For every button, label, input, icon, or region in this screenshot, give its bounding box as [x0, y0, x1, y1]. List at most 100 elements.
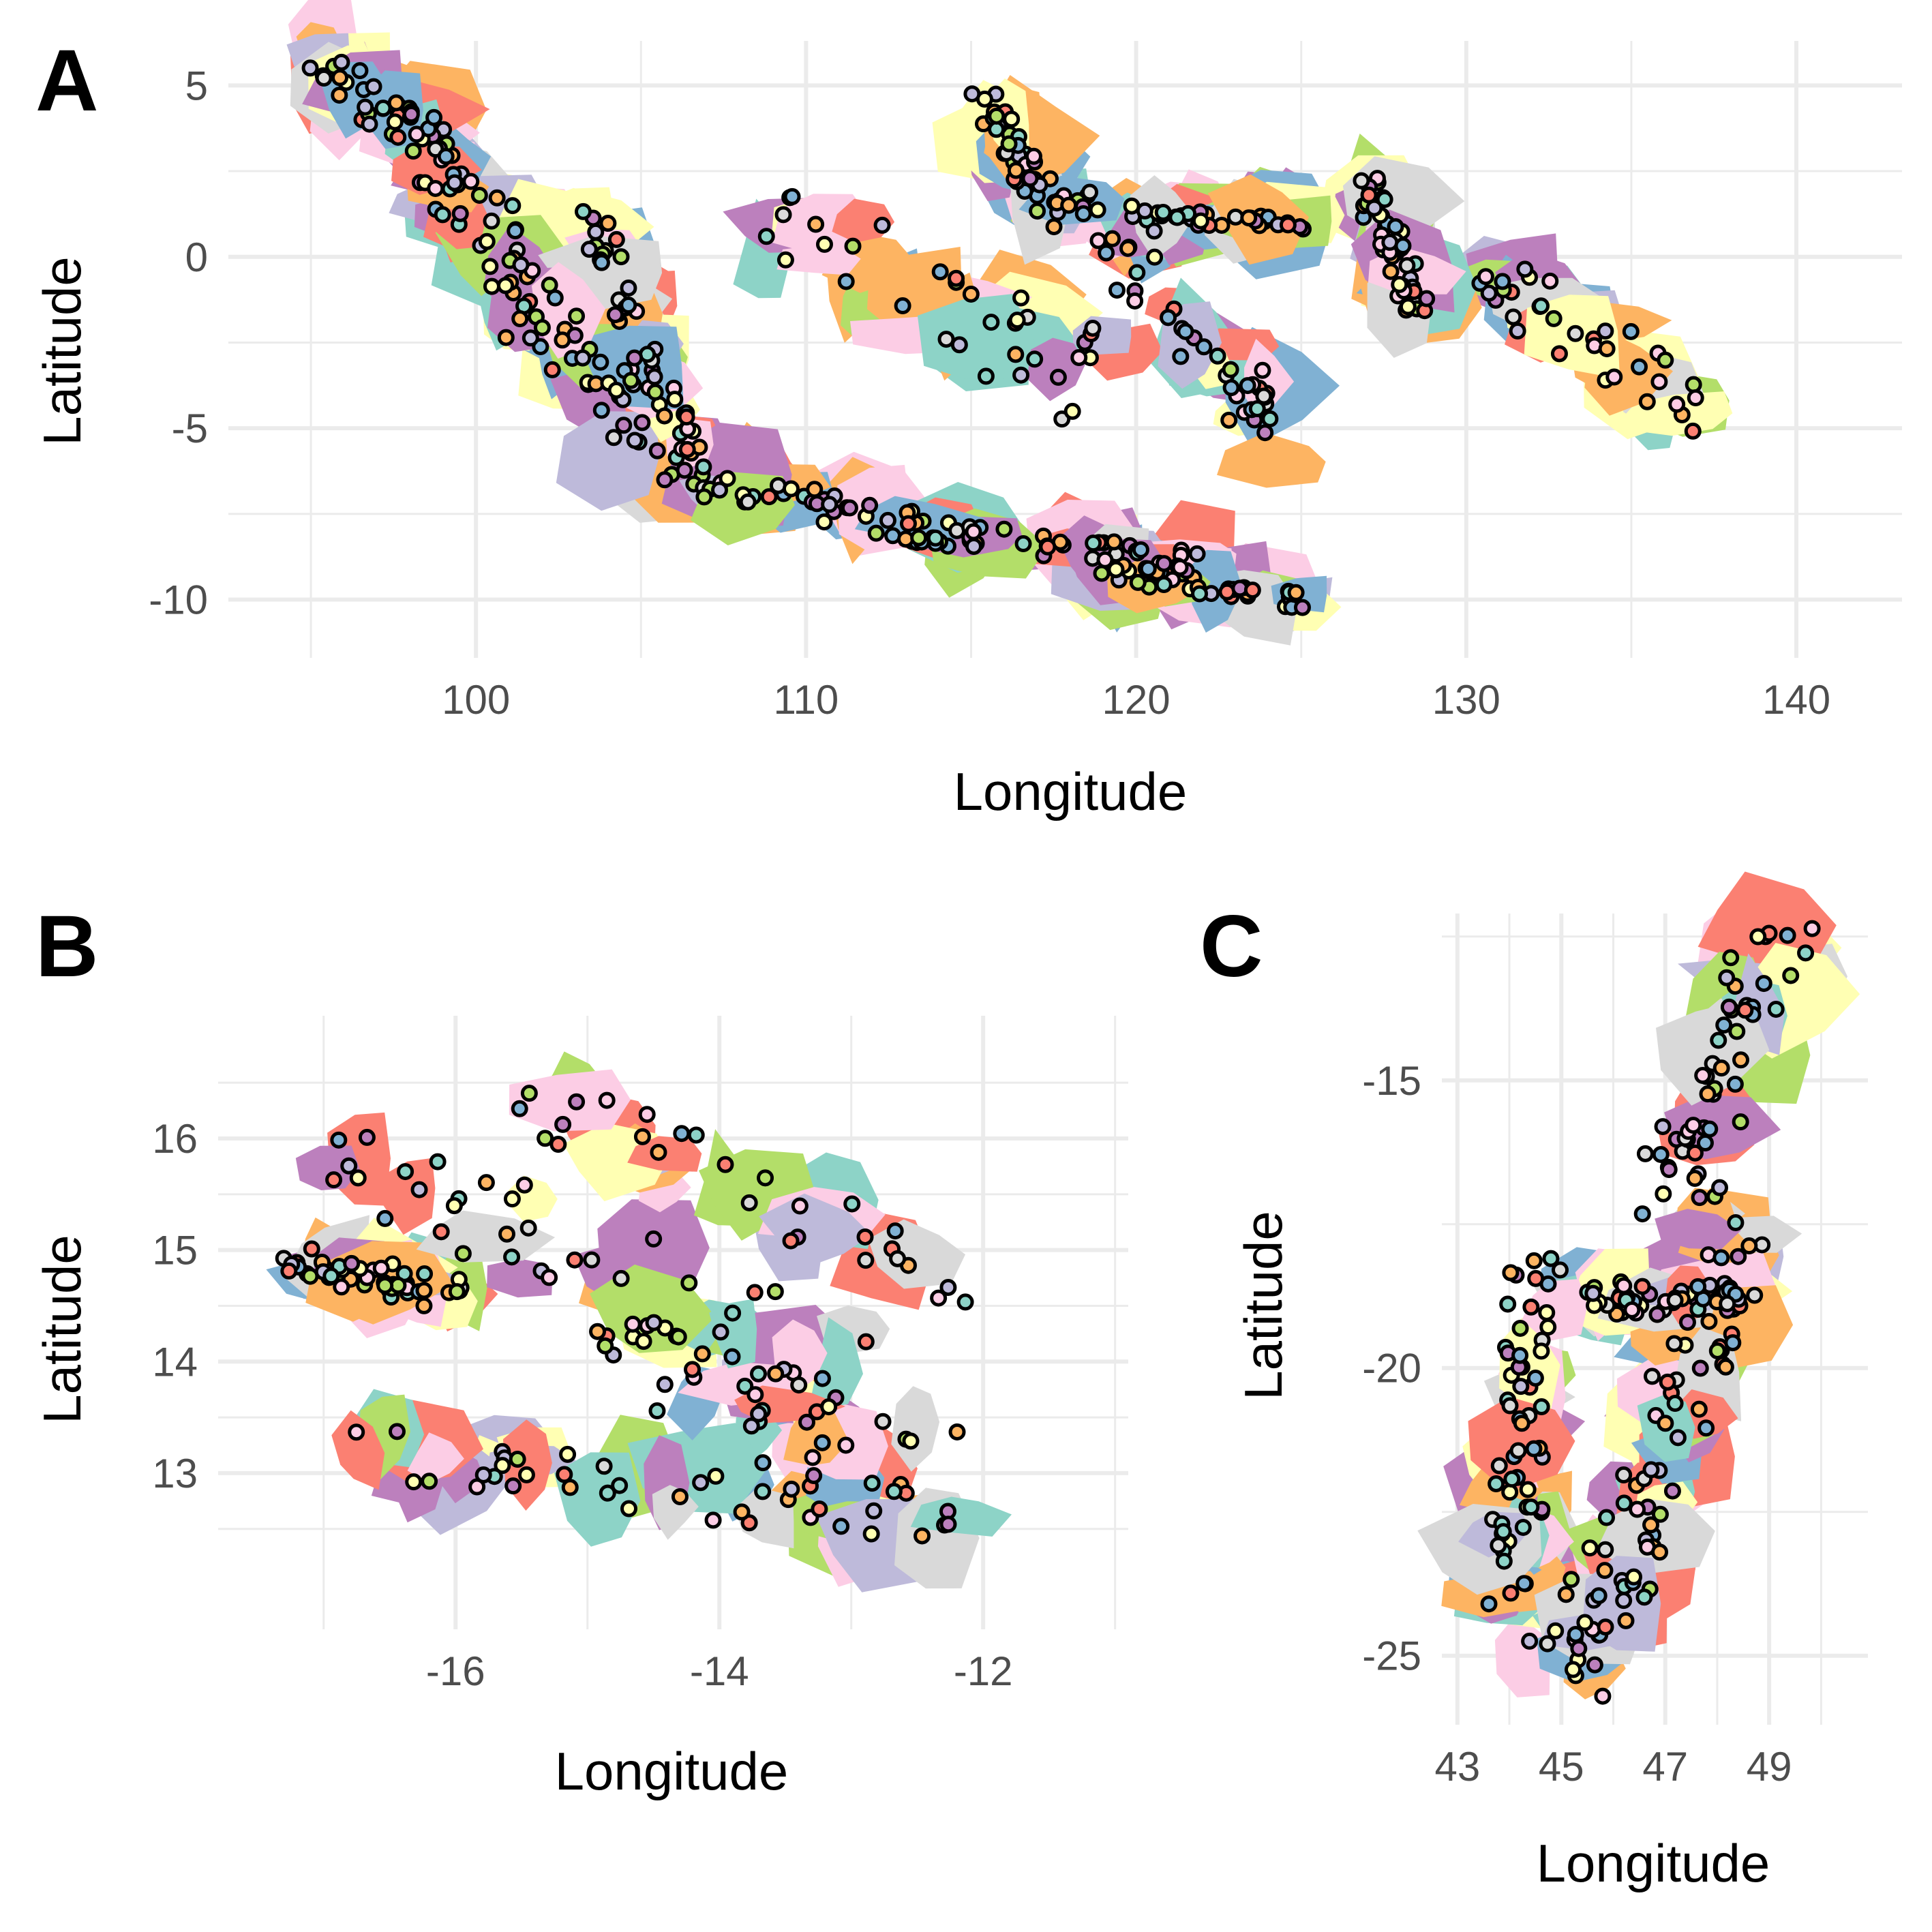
site-point	[1525, 1440, 1543, 1458]
site-point	[1719, 1295, 1736, 1312]
site-point	[388, 1423, 406, 1440]
region-polygon	[554, 1452, 641, 1547]
site-point	[1736, 1001, 1754, 1019]
y-tick-label: 13	[152, 1451, 198, 1496]
site-point	[1541, 272, 1559, 290]
panel-b-x-title: Longitude	[555, 1741, 789, 1801]
site-point	[1605, 368, 1623, 386]
site-point	[1526, 1369, 1544, 1387]
site-point	[474, 1466, 492, 1483]
site-point	[1119, 239, 1137, 257]
site-point	[1779, 926, 1796, 944]
site-point	[1633, 1278, 1651, 1295]
site-point	[546, 289, 564, 307]
panel-a-ticks: 100 110 120 130 140 5 0 -5 -10	[149, 63, 1830, 723]
site-point	[740, 1194, 758, 1211]
site-point	[1039, 538, 1057, 556]
site-point	[1399, 298, 1417, 316]
site-point	[1089, 232, 1107, 250]
site-point	[478, 232, 496, 250]
site-point	[1126, 292, 1144, 310]
site-point	[863, 1475, 881, 1492]
site-point	[620, 1500, 638, 1518]
site-point	[1570, 1640, 1588, 1657]
site-point	[592, 353, 609, 371]
site-point	[1025, 147, 1042, 165]
site-point	[1642, 1516, 1660, 1534]
site-point	[645, 1230, 663, 1248]
site-point	[712, 1323, 729, 1341]
site-point	[612, 248, 630, 266]
site-point	[1012, 289, 1030, 307]
site-point	[815, 513, 833, 531]
x-tick-label: 43	[1434, 1744, 1480, 1790]
site-point	[1596, 1562, 1614, 1580]
site-point	[656, 1376, 674, 1393]
site-point	[1108, 282, 1126, 299]
site-point	[988, 107, 1006, 125]
site-point	[589, 1323, 607, 1340]
y-tick-label: -10	[149, 577, 208, 623]
site-point	[1256, 424, 1274, 442]
site-point	[1222, 361, 1239, 378]
site-point	[1710, 1031, 1727, 1049]
site-point	[1063, 402, 1081, 420]
site-point	[1724, 1334, 1742, 1352]
y-tick-label: 14	[152, 1339, 198, 1385]
site-point	[451, 205, 469, 222]
site-point	[1146, 248, 1164, 266]
site-point	[389, 128, 407, 146]
site-point	[1104, 230, 1121, 247]
site-point	[821, 496, 839, 513]
site-point	[671, 1488, 689, 1505]
site-point	[522, 329, 539, 347]
site-point	[746, 1386, 764, 1404]
panel-b-label: B	[35, 898, 98, 995]
site-point	[1293, 599, 1311, 616]
site-point	[873, 216, 891, 234]
site-point	[680, 1274, 698, 1292]
site-point	[597, 1337, 614, 1355]
site-point	[1222, 379, 1240, 397]
site-point	[1398, 257, 1416, 275]
site-point	[626, 349, 644, 367]
site-point	[774, 206, 792, 224]
site-point	[782, 1232, 800, 1250]
site-point	[874, 1413, 892, 1430]
site-point	[429, 1153, 447, 1171]
site-point	[724, 1304, 742, 1322]
site-point	[1711, 1179, 1729, 1196]
site-point	[507, 222, 524, 240]
site-point	[1045, 218, 1063, 236]
site-point	[1694, 1067, 1712, 1085]
site-point	[1488, 1475, 1505, 1493]
site-point	[515, 1176, 533, 1194]
site-point	[483, 277, 500, 295]
site-point	[791, 1197, 809, 1215]
site-point	[656, 471, 674, 489]
site-point	[1098, 244, 1115, 262]
site-point	[1700, 1312, 1718, 1330]
site-point	[1598, 340, 1616, 358]
site-point	[587, 223, 605, 241]
site-point	[566, 1251, 584, 1269]
site-point	[1495, 1552, 1513, 1570]
site-point	[1220, 411, 1238, 429]
site-point	[1551, 1261, 1569, 1279]
site-point	[497, 277, 515, 295]
site-point	[533, 319, 551, 337]
site-point	[776, 251, 794, 269]
site-point	[503, 1190, 521, 1208]
site-point	[1597, 1541, 1614, 1558]
site-point	[962, 285, 980, 303]
site-point	[517, 1466, 535, 1483]
site-point	[1691, 1189, 1708, 1207]
site-point	[607, 230, 625, 248]
region-polygon	[331, 1410, 385, 1490]
site-point	[1145, 222, 1163, 240]
site-point	[902, 1432, 920, 1450]
site-point	[408, 125, 425, 143]
site-point	[1505, 308, 1522, 326]
site-point	[1782, 967, 1800, 984]
site-point	[1732, 1113, 1749, 1131]
